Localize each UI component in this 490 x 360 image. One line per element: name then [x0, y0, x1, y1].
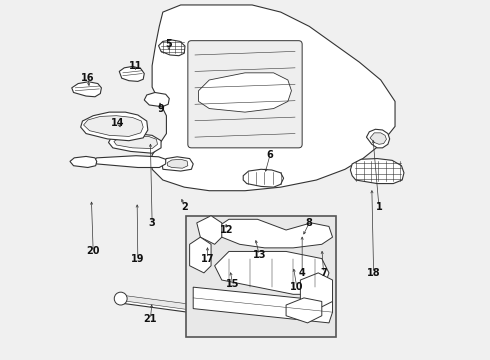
Text: 21: 21	[144, 314, 157, 324]
Polygon shape	[114, 136, 157, 149]
Polygon shape	[92, 156, 166, 167]
Text: 19: 19	[131, 253, 145, 264]
Polygon shape	[193, 287, 333, 323]
Text: 13: 13	[252, 250, 266, 260]
Circle shape	[114, 292, 127, 305]
Polygon shape	[116, 296, 232, 318]
Polygon shape	[168, 159, 188, 168]
Polygon shape	[81, 112, 148, 141]
Polygon shape	[350, 158, 404, 184]
Polygon shape	[198, 73, 292, 112]
Text: 18: 18	[367, 268, 380, 278]
Polygon shape	[70, 157, 97, 167]
Text: 7: 7	[320, 268, 327, 278]
Polygon shape	[109, 134, 161, 153]
Text: 5: 5	[165, 39, 172, 49]
Text: 6: 6	[267, 150, 273, 160]
Polygon shape	[300, 273, 333, 309]
Polygon shape	[218, 219, 333, 248]
Text: 17: 17	[201, 253, 214, 264]
Text: 12: 12	[220, 225, 234, 235]
Polygon shape	[243, 169, 284, 187]
Polygon shape	[370, 133, 387, 144]
Text: 20: 20	[86, 247, 100, 256]
Polygon shape	[83, 116, 143, 136]
Polygon shape	[162, 157, 193, 171]
Polygon shape	[215, 251, 329, 294]
Polygon shape	[72, 82, 101, 97]
Polygon shape	[144, 93, 169, 107]
Text: 2: 2	[181, 202, 188, 212]
Text: 4: 4	[299, 268, 306, 278]
Text: 11: 11	[129, 61, 143, 71]
Polygon shape	[159, 40, 185, 56]
Polygon shape	[190, 237, 211, 273]
Polygon shape	[197, 216, 222, 244]
Text: 1: 1	[375, 202, 382, 212]
Polygon shape	[152, 5, 395, 191]
FancyBboxPatch shape	[188, 41, 302, 148]
Polygon shape	[367, 129, 390, 148]
Polygon shape	[118, 295, 230, 315]
Text: 15: 15	[226, 279, 239, 289]
Text: 8: 8	[306, 218, 313, 228]
Text: 10: 10	[290, 282, 303, 292]
FancyBboxPatch shape	[186, 216, 336, 337]
Polygon shape	[286, 298, 322, 323]
Text: 9: 9	[158, 104, 165, 113]
Text: 16: 16	[81, 73, 95, 83]
Text: 3: 3	[149, 218, 155, 228]
Text: 14: 14	[111, 118, 125, 128]
Polygon shape	[119, 66, 144, 81]
